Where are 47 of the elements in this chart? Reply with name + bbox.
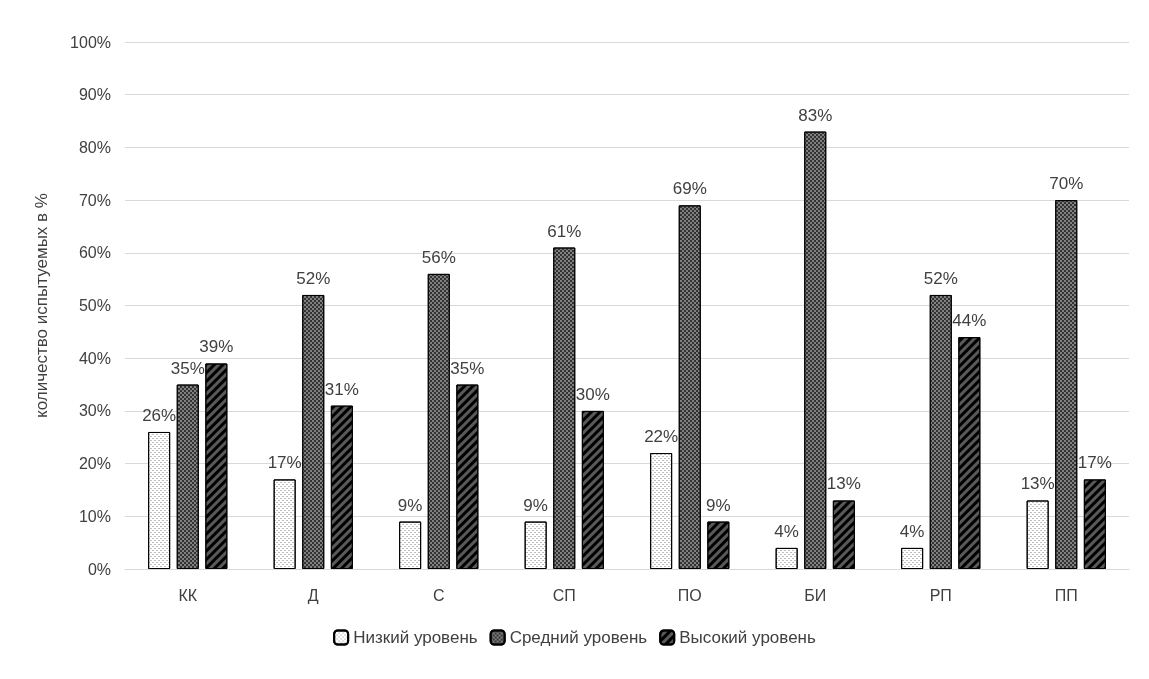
y-tick-label: 20%: [78, 455, 111, 473]
data-label: 52%: [923, 268, 958, 288]
data-label: 9%: [706, 495, 731, 515]
data-label: 4%: [899, 521, 925, 541]
data-label: 39%: [199, 337, 234, 357]
x-tick-label: ПО: [677, 586, 702, 604]
y-tick-label: 70%: [78, 191, 111, 209]
data-label: 4%: [774, 521, 799, 541]
data-label: 17%: [1077, 453, 1112, 473]
data-label: 13%: [826, 474, 861, 494]
x-tick-label: ПП: [1054, 586, 1078, 604]
y-tick-label: 50%: [78, 297, 111, 314]
data-label: 26%: [142, 405, 177, 425]
data-label: 56%: [421, 247, 456, 267]
x-tick-label: С: [432, 586, 445, 604]
x-tick-label: Д: [307, 586, 319, 604]
data-label: 17%: [267, 453, 302, 473]
data-label: 70%: [1049, 174, 1084, 194]
legend-label: Средний уровень: [509, 628, 648, 647]
data-label: 30%: [575, 384, 610, 404]
y-tick-label: 0%: [87, 560, 111, 578]
data-label: 9%: [397, 495, 423, 515]
legend-label: Низкий уровень: [353, 628, 478, 647]
data-label: 35%: [450, 358, 485, 378]
x-tick-label: КК: [178, 586, 198, 604]
y-tick-label: 30%: [78, 402, 111, 420]
y-tick-label: 80%: [78, 138, 111, 156]
y-tick-label: 100%: [70, 33, 111, 51]
data-label: 52%: [296, 268, 331, 288]
x-tick-label: БИ: [804, 586, 827, 604]
legend-label: Высокий уровень: [679, 628, 816, 647]
y-tick-label: 90%: [78, 86, 111, 104]
y-tick-label: 10%: [78, 507, 111, 525]
data-label: 83%: [798, 105, 833, 125]
y-axis-title: количество испытуемых в %: [32, 193, 51, 418]
data-label: 69%: [672, 179, 707, 199]
x-tick-label: РП: [929, 586, 952, 604]
data-label: 9%: [523, 495, 548, 515]
data-label: 31%: [324, 379, 359, 399]
data-label: 44%: [952, 311, 987, 331]
data-label: 61%: [547, 221, 582, 241]
y-tick-label: 60%: [78, 244, 111, 262]
data-label: 13%: [1020, 474, 1055, 494]
data-label: 35%: [170, 358, 205, 378]
x-tick-label: СП: [552, 586, 576, 604]
y-tick-label: 40%: [78, 349, 111, 367]
data-label: 22%: [644, 427, 679, 447]
